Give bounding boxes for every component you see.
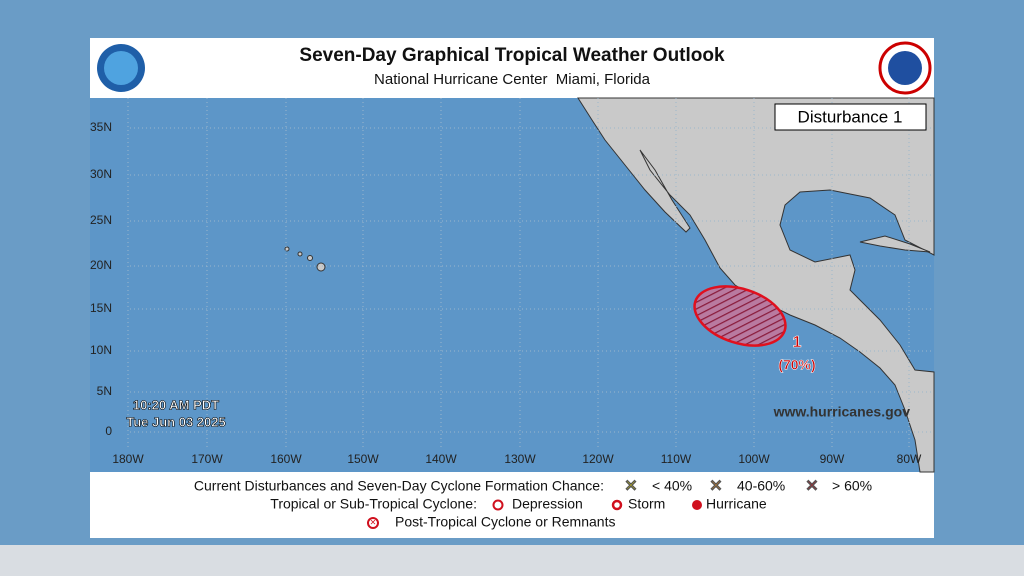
latitude-label: 30N — [90, 167, 112, 181]
longitude-label: 80W — [897, 452, 922, 466]
longitude-label: 120W — [582, 452, 614, 466]
latitude-label: 25N — [90, 213, 112, 227]
latitude-label: 10N — [90, 343, 112, 357]
timestamp-date: Tue Jun 03 2025 — [126, 414, 225, 429]
legend-depression: Depression — [512, 496, 583, 512]
website: www.hurricanes.gov — [773, 404, 911, 420]
legend-storm: Storm — [628, 496, 665, 512]
latitude-label: 0 — [105, 424, 112, 438]
longitude-label: 110W — [661, 452, 692, 466]
longitude-label: 100W — [738, 452, 770, 466]
longitude-label: 140W — [425, 452, 457, 466]
disturbance-chance: (70%) — [778, 357, 815, 373]
cuba — [859, 235, 931, 253]
icon-depression — [492, 499, 504, 511]
icon-post-tropical — [367, 517, 379, 529]
noaa-logo-inner — [104, 51, 138, 85]
legend-low: < 40% — [652, 478, 692, 494]
disturbance-id: 1 — [793, 334, 802, 351]
longitude-label: 160W — [270, 452, 302, 466]
latitude-label: 5N — [97, 384, 112, 398]
legend-medium: 40-60% — [737, 478, 785, 494]
legend: Current Disturbances and Seven-Day Cyclo… — [194, 478, 872, 530]
longitude-label: 130W — [504, 452, 536, 466]
panel-label: Disturbance 1 — [798, 107, 903, 126]
blurred-background-legend — [0, 545, 1024, 576]
icon-post-tropical-x: ✕ — [370, 518, 377, 527]
legend-post-tropical: Post-Tropical Cyclone or Remnants — [395, 514, 615, 530]
latitude-label: 35N — [90, 120, 112, 134]
latitude-label: 15N — [90, 301, 112, 315]
subtitle: National Hurricane Center Miami, Florida — [374, 71, 651, 88]
land — [577, 97, 935, 473]
longitude-label: 180W — [112, 452, 144, 466]
icon-storm — [611, 499, 623, 511]
header: Seven-Day Graphical Tropical Weather Out… — [97, 41, 932, 95]
legend-high: > 60% — [832, 478, 872, 494]
title: Seven-Day Graphical Tropical Weather Out… — [299, 45, 725, 66]
longitude-label: 90W — [820, 452, 845, 466]
panel-label-box — [774, 103, 927, 131]
longitude-label: 150W — [347, 452, 379, 466]
icon-medium: ✕ — [709, 478, 722, 495]
icon-high: ✕ — [805, 478, 818, 495]
timestamp-time: 10:20 AM PDT — [133, 397, 219, 412]
legend-formation-label: Current Disturbances and Seven-Day Cyclo… — [194, 478, 604, 494]
map: 1 (70%) Disturbance 1 10:20 AM PDT Tue J… — [90, 97, 935, 473]
icon-low: ✕ — [624, 478, 637, 495]
disturbance-area — [693, 285, 787, 347]
legend-cyclone-label: Tropical or Sub-Tropical Cyclone: — [270, 496, 477, 512]
nws-logo-inner — [888, 51, 922, 85]
hawaii — [284, 246, 326, 272]
latitude-label: 20N — [90, 258, 112, 272]
legend-hurricane: Hurricane — [706, 496, 767, 512]
longitude-label: 170W — [191, 452, 223, 466]
icon-hurricane — [692, 500, 702, 510]
